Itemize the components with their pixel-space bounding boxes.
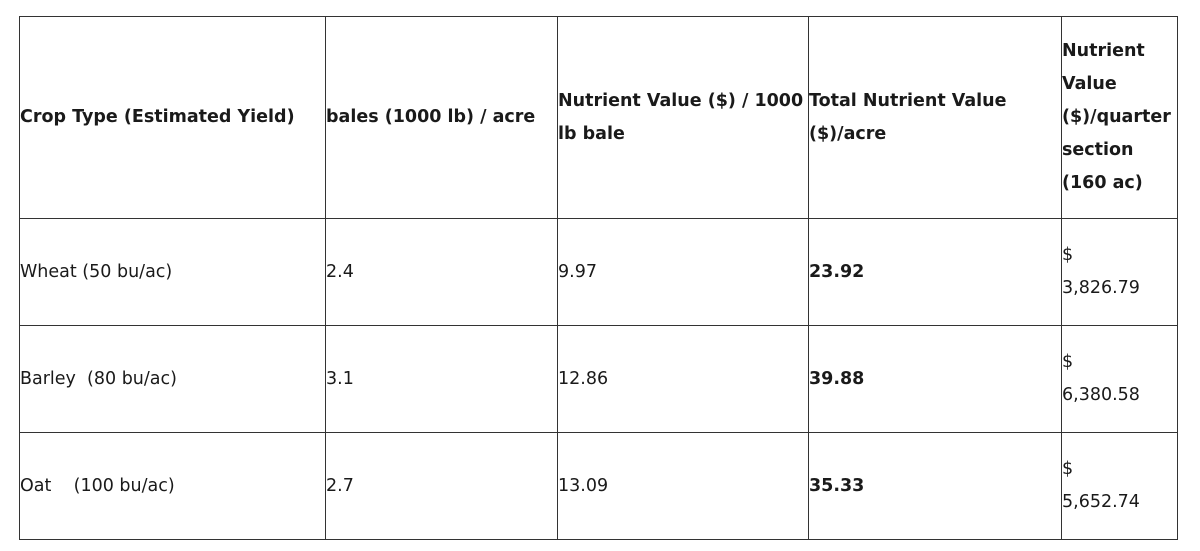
header-crop-type: Crop Type (Estimated Yield): [19, 16, 326, 219]
currency-symbol: $: [1062, 352, 1074, 372]
currency-symbol: $: [1062, 459, 1074, 479]
header-value-per-bale: Nutrient Value ($) / 1000 lb bale: [557, 16, 809, 219]
crop-cell: Barley (80 bu/ac): [19, 325, 326, 433]
bales-cell: 2.7: [325, 432, 558, 540]
bales-cell: 2.4: [325, 218, 558, 326]
table-row: Oat (100 bu/ac) 2.7 13.09 35.33 $5,652.7…: [19, 432, 1178, 540]
value-per-bale-cell: 13.09: [557, 432, 809, 540]
header-row: Crop Type (Estimated Yield) bales (1000 …: [19, 16, 1178, 219]
per-quarter-cell: $6,380.58: [1061, 325, 1178, 433]
nutrient-value-table: Crop Type (Estimated Yield) bales (1000 …: [19, 16, 1178, 540]
crop-cell: Oat (100 bu/ac): [19, 432, 326, 540]
total-per-acre-cell: 39.88: [808, 325, 1062, 433]
bales-cell: 3.1: [325, 325, 558, 433]
table-row: Barley (80 bu/ac) 3.1 12.86 39.88 $6,380…: [19, 325, 1178, 433]
total-per-acre-cell: 35.33: [808, 432, 1062, 540]
per-quarter-cell: $5,652.74: [1061, 432, 1178, 540]
crop-cell: Wheat (50 bu/ac): [19, 218, 326, 326]
per-quarter-amount: 5,652.74: [1062, 492, 1140, 512]
value-per-bale-cell: 12.86: [557, 325, 809, 433]
per-quarter-amount: 3,826.79: [1062, 278, 1140, 298]
value-per-bale-cell: 9.97: [557, 218, 809, 326]
header-bales-per-acre: bales (1000 lb) / acre: [325, 16, 558, 219]
table-container: Crop Type (Estimated Yield) bales (1000 …: [19, 16, 1178, 540]
header-total-per-acre: Total Nutrient Value ($)/acre: [808, 16, 1062, 219]
per-quarter-amount: 6,380.58: [1062, 385, 1140, 405]
table-row: Wheat (50 bu/ac) 2.4 9.97 23.92 $3,826.7…: [19, 218, 1178, 326]
per-quarter-cell: $3,826.79: [1061, 218, 1178, 326]
currency-symbol: $: [1062, 245, 1074, 265]
header-per-quarter-section: Nutrient Value ($)/quarter section (160 …: [1061, 16, 1178, 219]
total-per-acre-cell: 23.92: [808, 218, 1062, 326]
